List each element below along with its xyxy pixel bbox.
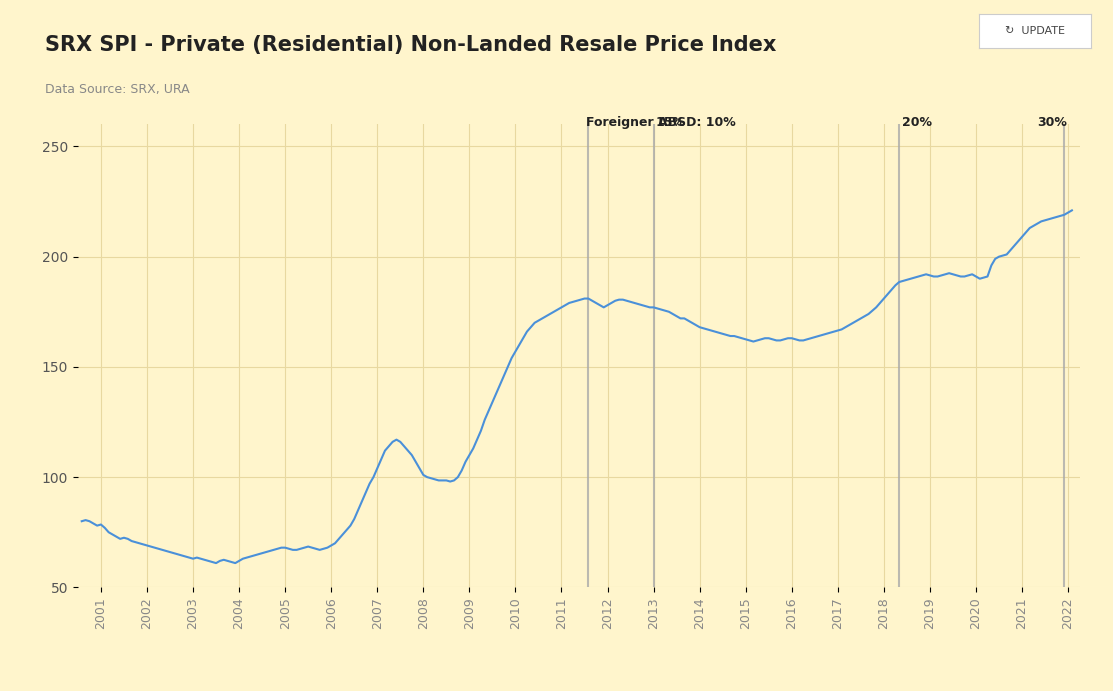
Text: Data Source: SRX, URA: Data Source: SRX, URA [45,83,189,96]
Text: 15%: 15% [656,116,686,129]
Text: SRX SPI - Private (Residential) Non-Landed Resale Price Index: SRX SPI - Private (Residential) Non-Land… [45,35,776,55]
Text: Foreigner ABSD: 10%: Foreigner ABSD: 10% [587,116,736,129]
Text: 30%: 30% [1036,116,1066,129]
Text: 20%: 20% [902,116,932,129]
Text: ↻  UPDATE: ↻ UPDATE [1005,26,1065,36]
